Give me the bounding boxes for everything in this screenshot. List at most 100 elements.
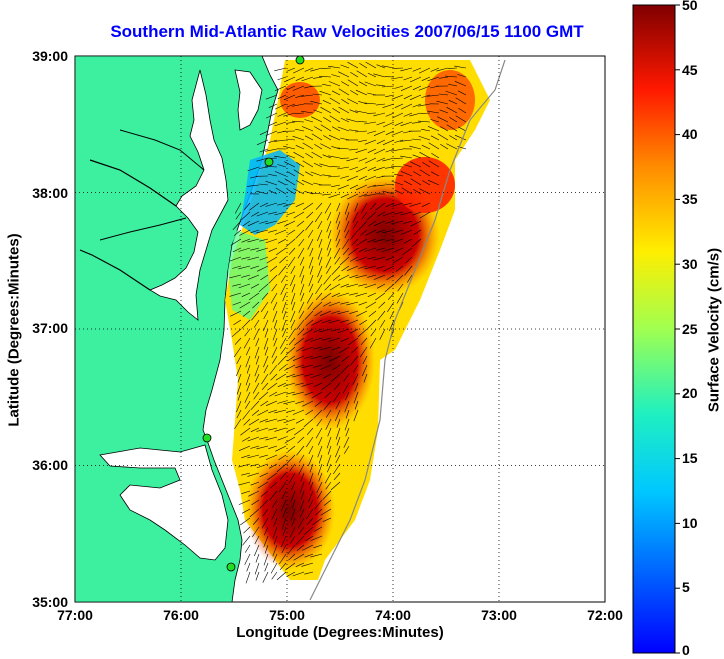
velocity-arrow [263,355,269,368]
velocity-arrow [241,292,251,297]
station-marker [226,562,236,572]
velocity-arrow [317,463,323,476]
velocity-arrow [409,145,422,150]
velocity-arrow [431,152,440,159]
velocity-arrow [272,544,278,557]
velocity-arrow [341,99,350,105]
velocity-arrow [263,553,269,566]
velocity-arrow [455,97,467,105]
grid-lines [75,56,605,602]
velocity-arrow [294,427,305,436]
velocity-arrow [345,211,350,221]
velocity-hotspot [280,82,320,118]
velocity-arrow [375,292,386,301]
y-tick-label: 36:00 [32,457,68,473]
velocity-arrow [333,247,341,259]
velocity-arrow [321,292,332,301]
velocity-arrow [367,274,377,278]
velocity-arrow [317,247,323,260]
velocity-arrow [272,301,278,311]
velocity-arrow [269,265,278,272]
velocity-arrow [400,103,413,110]
velocity-arrow [419,67,431,74]
velocity-arrow [445,90,458,96]
velocity-arrow [282,310,287,320]
velocity-arrow [352,211,359,223]
velocity-arrow [257,481,269,489]
velocity-arrow [298,454,305,463]
velocity-arrow [394,173,404,177]
velocity-arrow [385,183,395,186]
velocity-arrow [329,115,341,123]
velocity-arrow [335,445,341,458]
velocity-arrow [274,103,287,110]
velocity-arrow [369,202,377,210]
velocity-arrow [400,85,413,91]
velocity-arrow [268,274,278,284]
velocity-arrow [249,202,260,211]
river [89,159,177,207]
velocity-arrow [268,427,278,431]
velocity-arrow [419,151,431,159]
velocity-arrow [376,229,386,234]
velocity-arrow [259,166,269,169]
velocity-arrow [281,301,287,314]
velocity-arrow [261,373,269,385]
velocity-arrow [403,94,413,100]
velocity-arrow [376,84,386,87]
velocity-arrow [317,490,323,499]
velocity-arrow [373,166,386,172]
velocity-arrow [337,328,350,334]
velocity-arrow [409,112,422,117]
velocity-arrow [331,265,341,276]
velocity-arrow [265,400,278,406]
x-tick-label: 73:00 [481,607,517,623]
velocity-arrow [300,472,305,482]
velocity-arrow [304,553,314,558]
velocity-arrow [323,117,332,123]
velocity-arrow [308,274,314,287]
velocity-arrow [288,337,296,345]
velocity-arrow [389,319,395,332]
velocity-arrow [392,256,404,264]
velocity-arrow [331,310,341,314]
velocity-arrow [367,319,377,329]
velocity-arrow [454,65,467,69]
velocity-arrow [274,121,287,127]
velocity-arrow [449,117,458,123]
velocity-arrow [279,562,287,570]
velocity-arrow [250,400,260,411]
velocity-arrow [285,238,296,248]
velocity-arrow [409,202,422,207]
velocity-arrow [273,337,278,347]
velocity-arrow [327,175,341,178]
velocity-arrow [359,62,368,69]
velocity-arrow [338,274,350,281]
velocity-arrow [254,562,260,575]
velocity-arrow [430,67,440,72]
velocity-arrow [318,238,323,248]
velocity-arrow [362,355,368,365]
velocity-arrow [277,180,287,186]
velocity-arrow [319,328,332,333]
velocity-arrow [345,391,350,401]
x-tick-label: 72:00 [587,607,623,623]
velocity-arrow [337,310,350,315]
velocity-arrow [301,364,314,369]
velocity-arrow [259,256,269,261]
velocity-arrow [296,319,305,330]
colorbar-tick-label: 25 [682,321,698,337]
velocity-arrow [285,346,296,356]
velocity-arrow [247,184,260,187]
velocity-arrow [337,126,350,132]
velocity-arrow [403,238,413,244]
velocity-arrow [255,571,260,581]
colorbar-tick-label: 15 [682,450,698,466]
velocity-arrow [355,274,368,279]
velocity-arrow [291,301,296,311]
velocity-arrow [328,319,341,324]
velocity-arrow [255,553,260,563]
velocity-arrow [292,373,305,378]
velocity-arrow [264,526,269,536]
velocity-arrow [256,139,269,146]
